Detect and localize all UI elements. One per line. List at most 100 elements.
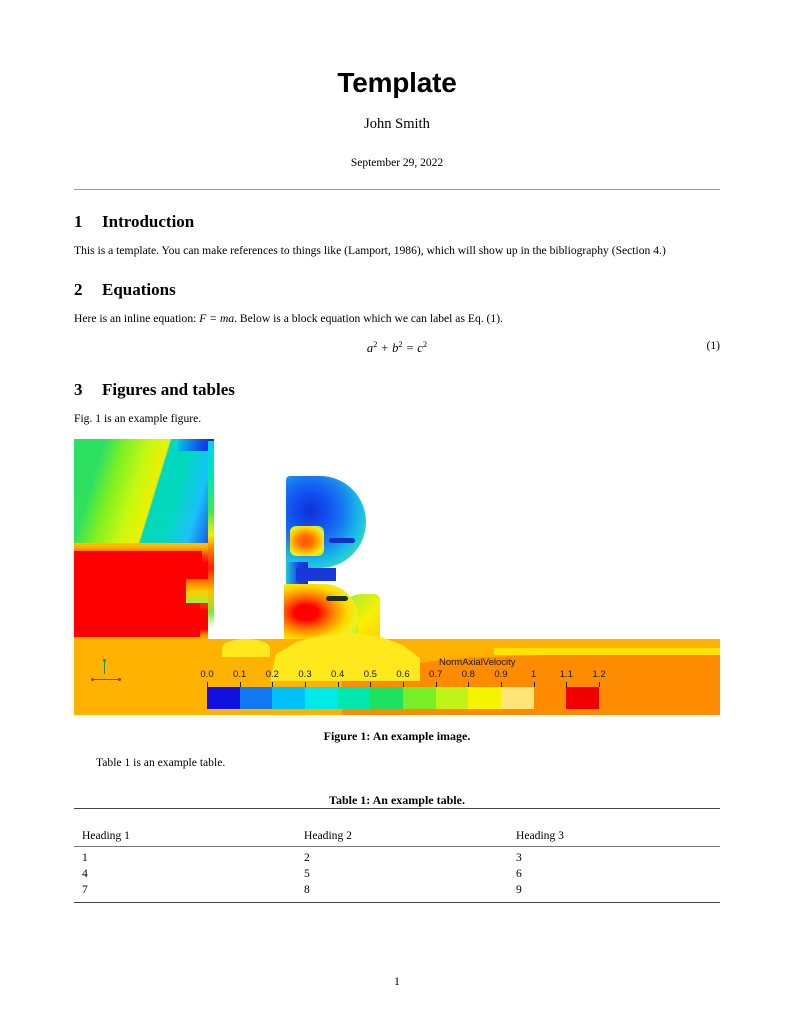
equation-number: (1) (706, 338, 720, 352)
table-body: 1 2 3 4 5 6 7 8 9 (74, 850, 720, 898)
colorbar-band (402, 687, 436, 710)
colorbar-tick-label: 0.4 (331, 669, 345, 681)
colorbar-band (534, 687, 567, 709)
colorbar-tick-label: 0.3 (298, 669, 312, 681)
cfd-floor-yellow-dimple (222, 639, 270, 658)
colorbar-tick-label: 1.2 (592, 669, 606, 681)
colorbar-band (272, 687, 305, 710)
colorbar-tick-label: 0.8 (461, 669, 475, 681)
colorbar-tick-label: 1 (531, 669, 537, 681)
colorbar-band (337, 687, 371, 710)
table-caption: Table 1: An example table. (329, 792, 465, 807)
table-cell: 9 (516, 883, 522, 897)
section-number-1: 1 (74, 211, 83, 231)
section-title-3: Figures and tables (102, 379, 235, 399)
colorbar-tick-label: 1.1 (559, 669, 573, 681)
paragraph-equations: Here is an inline equation: F = ma. Belo… (74, 300, 720, 326)
colorbar-tick-label: 0.0 (200, 669, 214, 681)
section-title-2: Equations (102, 280, 176, 300)
cfd-floor-yellow-cap (494, 648, 720, 656)
cfd-mid-upper-hotspot (290, 526, 324, 557)
table-row: 7 8 9 (74, 882, 720, 898)
table-header-row: Heading 1 Heading 2 Heading 3 (74, 826, 720, 846)
table-cell: 6 (516, 867, 522, 881)
table-cell: 2 (304, 851, 310, 865)
colorbar-strip (207, 687, 599, 710)
paragraph-figure-intro: Fig. 1 is an example figure. (74, 411, 202, 425)
section-heading-equations: 2 Equations (74, 258, 720, 300)
colorbar-tick-label: 0.7 (429, 669, 443, 681)
block-equation: a2 + b2 = c2 (366, 338, 428, 355)
cfd-left-hot-streak-upper (74, 551, 202, 590)
table-rule-middle (74, 845, 720, 847)
cfd-mid-upper-slit (329, 538, 355, 544)
document-author: John Smith (364, 115, 430, 132)
figure-caption: Figure 1: An example image. (323, 729, 471, 744)
colorbar-band (207, 687, 240, 710)
colorbar-band (500, 687, 534, 710)
document-content: Template John Smith September 29, 2022 1… (74, 0, 720, 904)
colorbar-tick-mark (599, 682, 600, 688)
table-cell: 5 (304, 867, 310, 881)
cfd-left-top-blue-patch (178, 439, 214, 452)
table-head: Heading 1 Heading 2 Heading 3 (74, 826, 720, 846)
colorbar-title: NormAxialVelocity (439, 657, 516, 669)
equations-text-suffix: . Below is a block equation which we can… (234, 312, 503, 326)
section-number-2: 2 (74, 280, 83, 300)
colorbar-tick-mark (272, 682, 274, 688)
colorbar-ticks (207, 682, 600, 688)
colorbar-tick-mark (435, 682, 437, 688)
colorbar-tick-label: 0.1 (233, 669, 247, 681)
cfd-mid-crossbar (296, 568, 336, 582)
colorbar-tick-mark (370, 682, 372, 688)
table-row: 4 5 6 (74, 866, 720, 882)
cfd-mid-lower-slit (326, 596, 348, 602)
table-cell: 4 (82, 867, 88, 881)
table-header-cell: Heading 1 (82, 828, 130, 842)
block-equation-row: a2 + b2 = c2 (1) (74, 327, 720, 358)
colorbar-tick-label: 0.6 (396, 669, 410, 681)
figure-image-cfd-contour: NormAxialVelocity 0.0 0.1 0.2 0.3 0.4 0.5 0.6 0… (74, 439, 720, 716)
figure-block: NormAxialVelocity 0.0 0.1 0.2 0.3 0.4 0.5 0.6 0… (74, 426, 720, 744)
colorbar-band (304, 687, 338, 710)
colorbar-tick-mark (305, 682, 306, 688)
colorbar-tick-mark (566, 682, 568, 688)
table-header-cell: Heading 2 (304, 828, 352, 842)
colorbar-tick-mark (403, 682, 404, 688)
colorbar-band (239, 687, 273, 710)
table-cell: 3 (516, 851, 522, 865)
inline-equation: F = ma (199, 312, 235, 326)
section-heading-introduction: 1 Introduction (74, 190, 720, 232)
title-divider (74, 188, 720, 190)
example-table-body: 1 2 3 4 5 6 7 8 9 (74, 850, 720, 898)
paragraph-table-intro: Table 1 is an example table. (96, 756, 226, 770)
colorbar-band (370, 687, 403, 710)
paragraph-introduction: This is a template. You can make referen… (74, 243, 666, 257)
section-number-3: 3 (74, 379, 83, 399)
table-rule-bottom (74, 901, 720, 904)
table-row: 1 2 3 (74, 850, 720, 866)
cfd-mid-structure (282, 476, 380, 647)
section-title-1: Introduction (102, 211, 195, 231)
colorbar-tick-mark (337, 682, 339, 688)
table-cell: 7 (82, 883, 88, 897)
colorbar-tick-mark (533, 682, 535, 688)
example-table: Heading 1 Heading 2 Heading 3 (74, 826, 720, 846)
colorbar: NormAxialVelocity 0.0 0.1 0.2 0.3 0.4 0.5 0.6 0… (200, 657, 606, 710)
cfd-left-hot-streak-lower (74, 597, 200, 638)
colorbar-tick-label: 0.5 (363, 669, 377, 681)
colorbar-band (566, 687, 599, 710)
colorbar-tick-label: 0.9 (494, 669, 508, 681)
table-cell: 1 (82, 851, 88, 865)
axis-triad-icon (90, 659, 132, 687)
colorbar-tick-labels: 0.0 0.1 0.2 0.3 0.4 0.5 0.6 0.7 0.8 0.9 1 1.1 1.2 (200, 669, 605, 681)
table-header-cell: Heading 3 (516, 828, 564, 842)
equations-text-prefix: Here is an inline equation: (74, 312, 197, 326)
cfd-left-edge-band (208, 441, 214, 646)
colorbar-band (435, 687, 469, 710)
section-heading-figures-and-tables: 3 Figures and tables (74, 358, 720, 400)
colorbar-band (468, 687, 501, 710)
colorbar-tick-label: 0.2 (265, 669, 279, 681)
colorbar-tick-mark (468, 682, 470, 688)
